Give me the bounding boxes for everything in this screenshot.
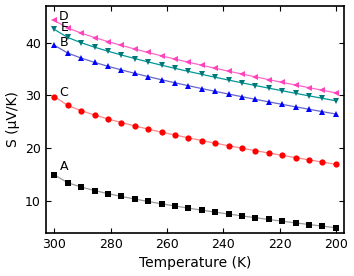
Text: D: D <box>59 10 68 23</box>
Text: B: B <box>60 36 68 49</box>
Text: A: A <box>60 160 68 173</box>
X-axis label: Temperature (K): Temperature (K) <box>139 256 251 270</box>
Text: C: C <box>59 86 68 99</box>
Text: E: E <box>61 21 68 34</box>
Y-axis label: S (μV/K): S (μV/K) <box>6 91 19 147</box>
